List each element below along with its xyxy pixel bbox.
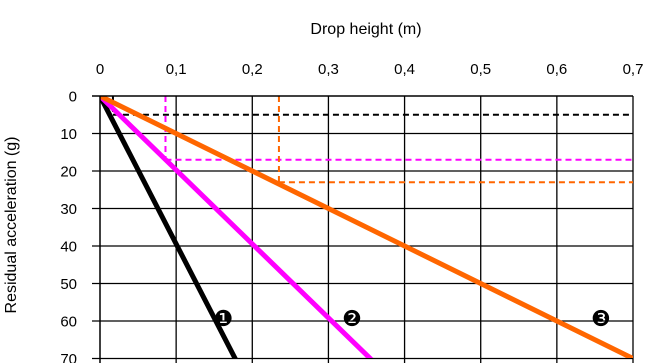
y-tick-label: 20 bbox=[60, 164, 77, 181]
x-tick-label: 0,4 bbox=[394, 61, 415, 78]
y-tick-label: 70 bbox=[60, 351, 77, 363]
x-tick-label: 0,2 bbox=[242, 61, 263, 78]
axes bbox=[92, 95, 633, 363]
y-tick-label: 0 bbox=[69, 89, 77, 106]
y-tick-label: 50 bbox=[60, 276, 77, 293]
x-tick-label: 0 bbox=[96, 61, 104, 78]
series-line bbox=[100, 96, 633, 358]
x-tick-label: 0,1 bbox=[166, 61, 187, 78]
x-tick-label: 0,3 bbox=[318, 61, 339, 78]
y-tick-label: 10 bbox=[60, 126, 77, 143]
series-markers: ❶ ❷ ❸ bbox=[213, 306, 610, 331]
y-tick-label: 60 bbox=[60, 314, 77, 331]
series-lines bbox=[100, 96, 633, 358]
series-line bbox=[100, 96, 374, 358]
series-line bbox=[100, 96, 238, 358]
series-label: ❶ bbox=[213, 306, 233, 331]
y-tick-label: 40 bbox=[60, 239, 77, 256]
grid bbox=[92, 96, 634, 363]
y-tick-labels: 0 10 20 30 40 50 60 70 bbox=[60, 89, 77, 363]
series-label: ❷ bbox=[342, 306, 362, 331]
x-tick-label: 0,6 bbox=[546, 61, 567, 78]
x-tick-label: 0,7 bbox=[623, 61, 644, 78]
x-tick-label: 0,5 bbox=[470, 61, 491, 78]
series-label: ❸ bbox=[591, 306, 611, 331]
y-axis-title: Residual acceleration (g) bbox=[3, 137, 20, 314]
x-tick-labels: 0 0,1 0,2 0,3 0,4 0,5 0,6 0,7 bbox=[96, 61, 644, 78]
y-tick-label: 30 bbox=[60, 201, 77, 218]
x-axis-title: Drop height (m) bbox=[310, 21, 421, 38]
